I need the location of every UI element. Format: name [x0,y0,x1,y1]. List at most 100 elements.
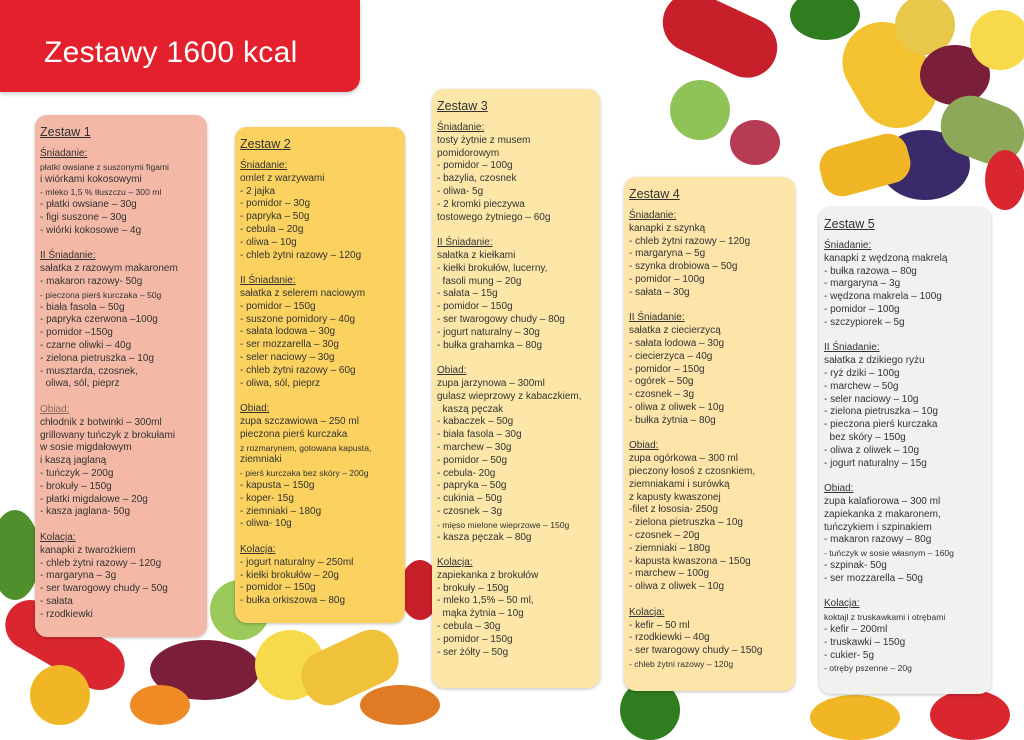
ingredient-line: - kasza jaglana- 50g [40,506,131,518]
ingredient-line: - kefir – 200ml [824,623,888,635]
meal-title: Obiad: [437,365,467,377]
ingredient-line: - sałata – 30g [629,286,690,298]
ingredient-line: - oliwa- 10g [240,518,292,530]
ingredient-line: - ziemniaki – 180g [629,542,711,554]
ingredient-line: koktajl z truskawkami i otrębami [824,612,946,623]
ingredient-line: gulasz wieprzowy z kabaczkiem, [437,390,582,402]
card-title: Zestaw 2 [240,137,291,151]
section-gap [40,238,201,251]
ingredient-line: - ciecierzyca – 40g [629,350,713,362]
ingredient-line: - cebula – 20g [240,223,304,235]
ingredient-line: - czosnek – 3g [629,389,695,401]
section-gap [824,586,985,599]
ingredient-line: mąka żytnia – 10g [437,608,524,620]
ingredient-line: fasoli mung – 20g [437,275,522,287]
ingredient-line: - kefir – 50 ml [629,619,690,631]
ingredient-line: bez skóry – 150g [824,431,906,443]
ingredient-line: - mięso mielone wieprzowe – 150g [437,519,570,530]
menu-card-4: Zestaw 4 Śniadanie: kanapki z szynką - chle… [624,177,795,691]
ingredient-line: - jogurt naturalny – 30g [437,326,540,338]
ingredient-line: - pomidor – 150g [240,582,316,594]
section-gap [240,262,399,275]
ingredient-line: - ser mozzarella – 50g [824,572,923,584]
ingredient-line: - jogurt naturalny – 15g [824,457,927,469]
ingredient-line: tostowego żytniego – 60g [437,211,551,223]
meal-title: Obiad: [629,440,659,452]
ingredient-line: - ziemniaki – 180g [240,505,322,517]
ingredient-line: - kapusta – 150g [240,479,315,491]
meal-title: II Śniadanie: [629,312,685,324]
ingredient-line: kanapki z wędzoną makrelą [824,252,948,264]
meal-title: II Śniadanie: [240,275,296,287]
ingredient-line: - oliwa z oliwek – 10g [629,401,725,413]
meal-title: Obiad: [40,403,70,415]
ingredient-line: - szynka drobiowa – 50g [629,261,738,273]
meal-title: Śniadanie: [824,240,872,251]
ingredient-line: - czarne oliwki – 40g [40,339,132,351]
section-gap [629,594,789,607]
meal-title: Śniadanie: [437,122,485,133]
ingredient-line: - rzodkiewki – 40g [629,632,710,644]
section-gap [824,330,985,343]
ingredient-line: - truskawki – 150g [824,636,906,648]
ingredient-line: kaszą pęczak [437,403,504,415]
meal-title: Śniadanie: [240,160,288,171]
ingredient-line: - czosnek – 20g [629,529,700,541]
section-gap [437,544,594,557]
ingredient-line: - makaron razowy – 80g [824,534,932,546]
ingredient-line: - seler naciowy – 30g [240,351,335,363]
ingredient-line: oliwa, sól, pieprz [40,378,120,390]
ingredient-line: - kabaczek – 50g [437,416,514,428]
ingredient-line: - bułka grahamka – 80g [437,339,543,351]
ingredient-line: chłodnik z botwinki – 300ml [40,416,162,428]
ingredient-line: - otręby pszenne – 20g [824,663,912,674]
ingredient-line: - oliwa, sól, pieprz [240,377,321,389]
meal-title: II Śniadanie: [824,342,880,354]
ingredient-line: - marchew – 50g [824,380,899,392]
ingredient-line: - bułka razowa – 80g [824,265,917,277]
ingredient-line: - 2 jajka [240,185,276,197]
card-title: Zestaw 5 [824,217,875,231]
ingredient-line: - cebula – 30g [437,621,501,633]
ingredient-line: - płatki owsiane – 30g [40,199,137,211]
ingredient-line: - pomidor – 150g [437,301,513,313]
ingredient-line: - biała fasola – 30g [437,429,522,441]
ingredient-line: - kiełki brokułów, lucerny, [437,262,548,274]
ingredient-line: zapiekanka z brokułów [437,569,539,581]
ingredient-line: - koper- 15g [240,492,294,504]
ingredient-line: - zielona pietruszka – 10g [40,352,154,364]
ingredient-line: - chleb żytni razowy – 120g [629,658,734,669]
card-title: Zestaw 1 [40,125,91,139]
ingredient-line: płatki owsiane z suszonymi figami [40,161,169,172]
ingredient-line: ziemniakami i surówką [629,478,730,490]
ingredient-line: - szpinak- 50g [824,559,887,571]
section-gap [240,390,399,403]
ingredient-line: kanapki z twarożkiem [40,544,136,556]
menu-card-5: Zestaw 5 Śniadanie: kanapki z wędzoną makr… [819,207,991,694]
ingredient-line: - pomidor – 100g [629,273,705,285]
ingredient-line: - margaryna – 3g [824,278,901,290]
ingredient-line: - mleko 1,5 % tłuszczu – 300 ml [40,187,162,198]
ingredient-line: - szczypiorek – 5g [824,316,905,328]
ingredient-line: - tuńczyk w sosie własnym – 160g [824,548,954,559]
ingredient-line: - pierś kurczaka bez skóry – 200g [240,468,369,479]
ingredient-line: - margaryna – 5g [629,248,706,260]
ingredient-line: sałatka z dzikiego ryżu [824,355,925,367]
ingredient-line: tosty żytnie z musem [437,134,531,146]
ingredient-line: - sałata – 15g [437,288,498,300]
meal-title: Kolacja: [824,598,860,610]
ingredient-line: - musztarda, czosnek, [40,365,138,377]
meal-title: Kolacja: [437,557,473,569]
meal-title: Obiad: [824,483,854,495]
ingredient-line: zupa kalafiorowa – 300 ml [824,495,941,507]
ingredient-line: - pieczona pierś kurczaka – 50g [40,289,162,300]
meal-title: II Śniadanie: [40,250,96,262]
section-gap [824,470,985,483]
ingredient-line: - zielona pietruszka – 10g [824,406,938,418]
ingredient-line: sałatka z kiełkami [437,249,516,261]
ingredient-line: - pieczona pierś kurczaka [824,419,938,431]
ingredient-line: - pomidor –150g [40,327,113,339]
ingredient-line: - ser żółty – 50g [437,646,509,658]
ingredient-line: - pomidor – 150g [629,363,705,375]
ingredient-line: - cebula- 20g [437,467,496,479]
